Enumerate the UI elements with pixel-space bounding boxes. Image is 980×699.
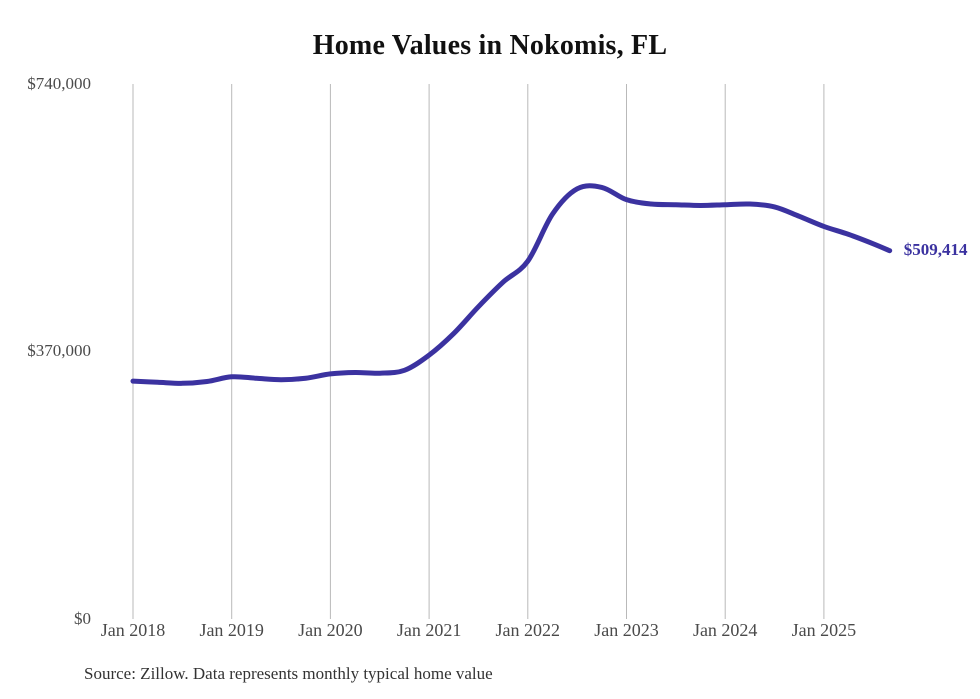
x-axis-tick-label-jan-2019: Jan 2019 <box>199 620 264 640</box>
x-axis-tick-label-jan-2018: Jan 2018 <box>100 620 166 640</box>
x-axis-tick-label-jan-2022: Jan 2022 <box>495 620 561 640</box>
x-axis-tick-label-jan-2024: Jan 2024 <box>692 620 758 640</box>
y-axis-tick-label-0: $0 <box>74 609 91 628</box>
end-value-annotation: $509,414 <box>903 239 968 259</box>
x-axis-tick-label-jan-2025: Jan 2025 <box>791 620 857 640</box>
x-axis-tick-label-jan-2023: Jan 2023 <box>594 620 659 640</box>
source-note: Source: Zillow. Data represents monthly … <box>84 664 493 683</box>
y-axis-tick-label-370000: $370,000 <box>27 341 91 360</box>
value-line-series <box>130 183 893 386</box>
x-axis-tick-label-jan-2020: Jan 2020 <box>298 620 363 640</box>
vertical-gridlines <box>132 84 825 619</box>
chart-title: Home Values in Nokomis, FL <box>312 30 668 61</box>
y-axis-tick-label-740000: $740,000 <box>27 74 91 93</box>
x-axis-tick-label-jan-2021: Jan 2021 <box>396 620 462 640</box>
